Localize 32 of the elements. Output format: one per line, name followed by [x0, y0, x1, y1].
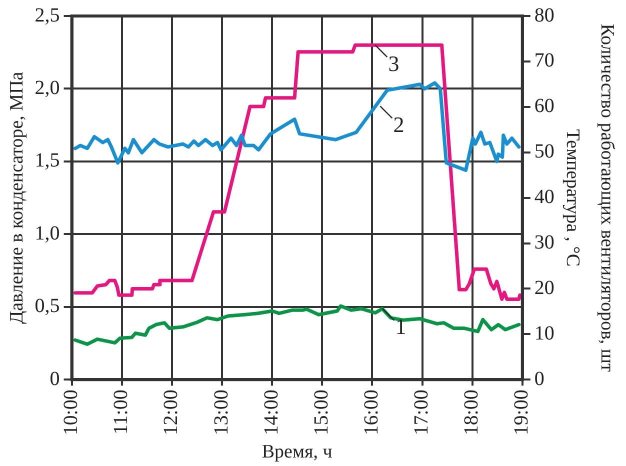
- x-tick-label: 10:00: [60, 390, 82, 436]
- y2-tick-label: 60: [534, 95, 554, 118]
- y2-tick-label: 30: [534, 232, 554, 254]
- x-tick-label: 16:00: [360, 390, 382, 436]
- y-tick-label: 0: [50, 368, 60, 390]
- y3-axis-title: Количество работающих вентиляторов, шт: [596, 24, 618, 373]
- annotation: 2: [393, 112, 404, 137]
- x-axis-title: Время, ч: [262, 442, 333, 463]
- y2-tick-label: 70: [534, 50, 554, 72]
- annotation: 1: [395, 314, 406, 340]
- y2-tick-label: 50: [534, 140, 554, 163]
- y-tick-label: 2,0: [34, 76, 60, 99]
- y-tick-label: 2,5: [34, 4, 60, 26]
- y-tick-label: 1,0: [34, 222, 60, 244]
- y2-tick-label: 10: [534, 322, 554, 344]
- y2-tick-label: 80: [534, 4, 554, 26]
- y2-axis-title: Температура , °C: [562, 129, 583, 267]
- y-axis-title: Давление в конденсаторе, МПа: [6, 71, 28, 324]
- x-tick-label: 17:00: [410, 390, 433, 436]
- y-tick-label: 0,5: [34, 295, 60, 318]
- x-tick-label: 13:00: [210, 390, 232, 436]
- y-tick-label: 1,5: [34, 150, 60, 172]
- x-tick-label: 12:00: [160, 390, 182, 436]
- x-tick-label: 14:00: [260, 390, 282, 436]
- y2-tick-label: 40: [534, 186, 554, 208]
- x-tick-label: 11:00: [110, 390, 132, 434]
- x-tick-label: 19:00: [510, 390, 533, 436]
- x-tick-label: 15:00: [310, 390, 332, 436]
- y2-tick-label: 0: [534, 368, 544, 390]
- annotation: 3: [388, 50, 400, 76]
- y2-tick-label: 20: [534, 276, 554, 299]
- x-tick-label: 18:00: [460, 390, 483, 436]
